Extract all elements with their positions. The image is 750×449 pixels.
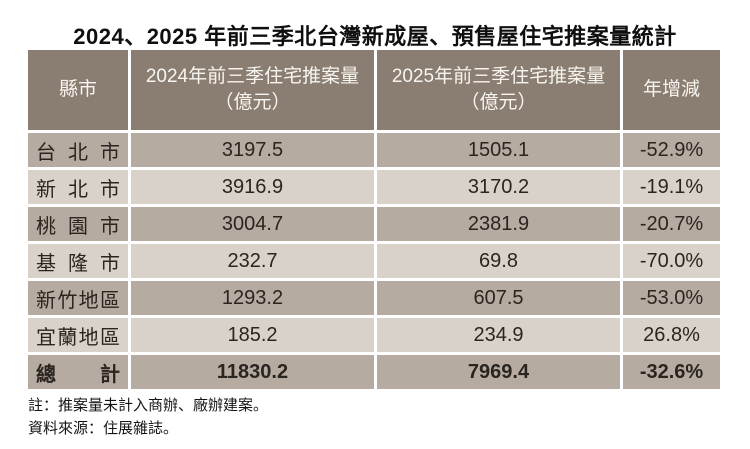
yoy-cell: -20.7% [623, 207, 720, 241]
city-label: 桃園市 [36, 215, 120, 238]
header-label: 2024年前三季住宅推案量 [145, 66, 360, 87]
total-label: 總計 [36, 363, 120, 386]
value-2024-cell: 3197.5 [131, 133, 374, 167]
header-cell-yoy: 年增減 [623, 50, 720, 130]
city-label: 新北市 [36, 178, 120, 201]
value-2025-cell: 607.5 [377, 281, 620, 315]
yoy-cell: -70.0% [623, 244, 720, 278]
value-2025-cell: 1505.1 [377, 133, 620, 167]
value-2025-cell: 2381.9 [377, 207, 620, 241]
header-label: 2025年前三季住宅推案量 [391, 66, 606, 87]
value-2024-cell: 11830.2 [131, 355, 374, 389]
city-cell: 台北市 [28, 133, 128, 167]
header-sublabel: （億元） [214, 92, 291, 113]
city-label: 基隆市 [36, 252, 120, 275]
city-cell: 基隆市 [28, 244, 128, 278]
yoy-cell: 26.8% [623, 318, 720, 352]
header-sublabel: （億元） [460, 92, 537, 113]
header-label: 縣市 [58, 79, 97, 100]
yoy-cell: -52.9% [623, 133, 720, 167]
value-2025-cell: 3170.2 [377, 170, 620, 204]
value-2025-cell: 234.9 [377, 318, 620, 352]
city-label: 新竹地區 [36, 289, 120, 312]
header-cell-2024: 2024年前三季住宅推案量 （億元） [131, 50, 374, 130]
header-label: 年增減 [642, 79, 700, 100]
value-2025-cell: 7969.4 [377, 355, 620, 389]
yoy-cell: -19.1% [623, 170, 720, 204]
city-cell: 宜蘭地區 [28, 318, 128, 352]
value-2024-cell: 3916.9 [131, 170, 374, 204]
city-label: 宜蘭地區 [36, 326, 120, 349]
value-2024-cell: 185.2 [131, 318, 374, 352]
value-2025-cell: 69.8 [377, 244, 620, 278]
city-cell: 新竹地區 [28, 281, 128, 315]
footnotes: 註：推案量未計入商辦、廠辦建案。 資料來源：住展雜誌。 [28, 394, 268, 440]
city-label: 台北市 [36, 141, 120, 164]
yoy-cell: -53.0% [623, 281, 720, 315]
note-line: 資料來源：住展雜誌。 [28, 420, 179, 437]
stats-table: 縣市 2024年前三季住宅推案量 （億元） 2025年前三季住宅推案量 （億元）… [28, 50, 720, 389]
city-cell: 總計 [28, 355, 128, 389]
value-2024-cell: 232.7 [131, 244, 374, 278]
value-2024-cell: 1293.2 [131, 281, 374, 315]
page-title: 2024、2025 年前三季北台灣新成屋、預售屋住宅推案量統計 [73, 24, 677, 49]
header-cell-county: 縣市 [28, 50, 128, 130]
yoy-cell: -32.6% [623, 355, 720, 389]
note-line: 註：推案量未計入商辦、廠辦建案。 [28, 397, 269, 414]
value-2024-cell: 3004.7 [131, 207, 374, 241]
city-cell: 桃園市 [28, 207, 128, 241]
header-cell-2025: 2025年前三季住宅推案量 （億元） [377, 50, 620, 130]
city-cell: 新北市 [28, 170, 128, 204]
